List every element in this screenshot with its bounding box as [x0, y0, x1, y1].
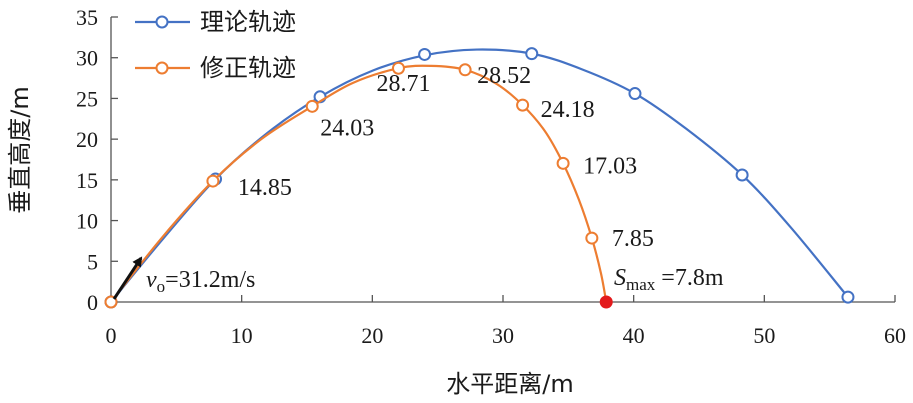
legend-label: 理论轨迹	[200, 8, 296, 36]
x-tick-label: 0	[106, 323, 117, 348]
data-point-theoretical	[418, 47, 432, 61]
y-tick-label: 10	[76, 209, 98, 234]
y-tick-label: 0	[87, 290, 98, 315]
y-tick-label: 35	[76, 5, 98, 30]
data-label: 17.03	[583, 153, 637, 179]
data-point-corrected	[516, 98, 530, 112]
data-point-corrected	[391, 61, 405, 75]
data-point-theoretical	[525, 47, 539, 61]
data-point-theoretical	[735, 168, 749, 182]
series-corrected	[104, 61, 608, 309]
smax-annotation: Smax =7.8m	[614, 265, 724, 294]
data-label: 24.18	[541, 97, 595, 123]
data-label: 7.85	[612, 226, 654, 252]
annotations: vo=31.2m/s Smax =7.8m	[112, 256, 724, 300]
x-tick-label: 30	[492, 323, 514, 348]
legend-item-corrected: 修正轨迹	[135, 54, 296, 82]
x-tick-label: 20	[361, 323, 383, 348]
data-label: 24.03	[320, 115, 374, 141]
legend-swatch-marker	[155, 61, 169, 75]
x-tick-label: 40	[623, 323, 645, 348]
x-axis-title: 水平距离/m	[446, 370, 573, 398]
data-point-corrected	[305, 99, 319, 113]
landing-point-marker	[599, 295, 613, 309]
axes: 0 5 10 15 20 25 30 35 0 10 20 30 40 50 60	[76, 5, 906, 348]
y-tick-label: 15	[76, 168, 98, 193]
data-label: 14.85	[238, 175, 292, 201]
data-label: 28.71	[376, 71, 430, 97]
y-tick-label: 30	[76, 46, 98, 71]
data-point-theoretical	[841, 290, 855, 304]
data-label: 28.52	[477, 63, 531, 89]
data-point-corrected	[206, 174, 220, 188]
x-tick-label: 50	[753, 323, 775, 348]
y-tick-label: 5	[87, 249, 98, 274]
x-tick-label: 60	[884, 323, 906, 348]
velocity-annotation: vo=31.2m/s	[146, 267, 255, 296]
legend-swatch-marker	[155, 15, 169, 29]
data-point-corrected	[556, 156, 570, 170]
y-axis-title: 垂直高度/m	[6, 86, 34, 213]
y-tick-label: 25	[76, 86, 98, 111]
x-tick-label: 10	[231, 323, 253, 348]
data-point-theoretical	[628, 87, 642, 101]
legend-item-theoretical: 理论轨迹	[135, 8, 296, 36]
data-point-corrected	[104, 295, 118, 309]
data-point-corrected	[585, 231, 599, 245]
y-tick-label: 20	[76, 127, 98, 152]
series-layer	[104, 47, 855, 309]
velocity-arrow	[112, 256, 143, 300]
data-point-corrected	[458, 63, 472, 77]
legend-label: 修正轨迹	[200, 54, 296, 82]
